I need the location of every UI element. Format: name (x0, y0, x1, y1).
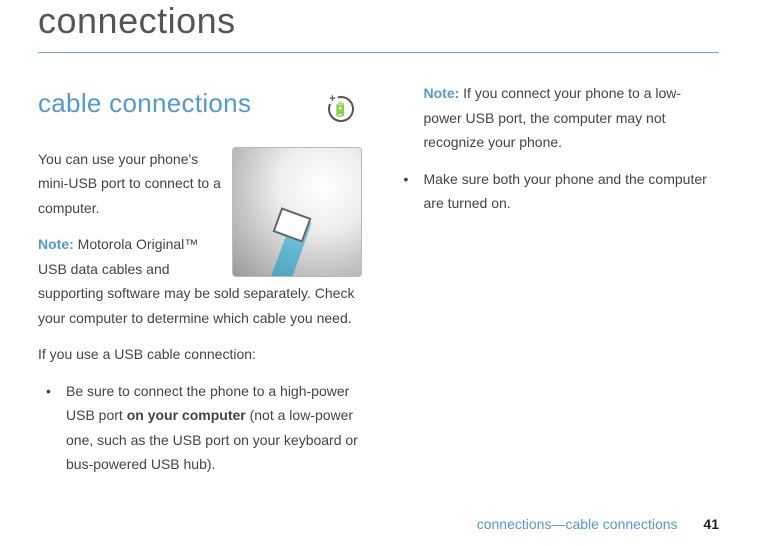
note-text: If you connect your phone to a low-power… (424, 85, 682, 150)
bullet-text: Make sure both your phone and the comput… (424, 171, 707, 212)
bullet-list-right: Make sure both your phone and the comput… (396, 167, 720, 216)
bullet-text-bold: on your computer (127, 407, 246, 423)
sub-paragraph: If you use a USB cable connection: (38, 342, 362, 367)
page-number: 41 (703, 516, 719, 532)
title-rule (38, 52, 719, 53)
note-label: Note: (38, 236, 74, 252)
intro-block: You can use your phone's mini-USB port t… (38, 147, 362, 343)
note-2: Note: If you connect your phone to a low… (396, 81, 720, 155)
bullet-list-left: Be sure to connect the phone to a high-p… (38, 379, 362, 477)
section-heading: cable connections (38, 81, 251, 127)
content-columns: cable connections + 🔋 You can use your p… (38, 81, 719, 489)
list-item: Be sure to connect the phone to a high-p… (38, 379, 362, 477)
plus-icon: + (328, 94, 338, 104)
note-label: Note: (424, 85, 460, 101)
left-column: cable connections + 🔋 You can use your p… (38, 81, 362, 489)
page-title: connections (38, 0, 719, 42)
breadcrumb: connections—cable connections (477, 516, 678, 532)
list-item: Make sure both your phone and the comput… (396, 167, 720, 216)
page-footer: connections—cable connections 41 (477, 516, 719, 532)
product-illustration (232, 147, 362, 277)
heading-row: cable connections + 🔋 (38, 81, 362, 137)
right-column: Note: If you connect your phone to a low… (396, 81, 720, 489)
optional-accessory-icon: + 🔋 (328, 96, 354, 122)
